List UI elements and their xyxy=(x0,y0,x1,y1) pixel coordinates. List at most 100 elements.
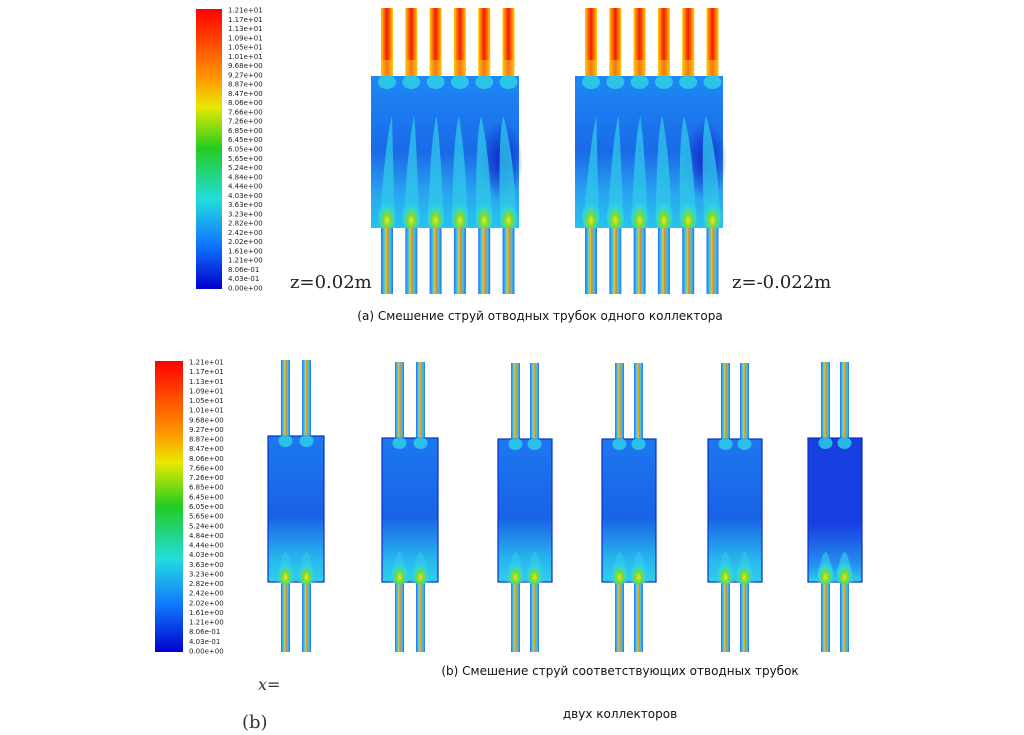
inlet-tube xyxy=(634,363,643,441)
colorbar-b-tick-label: 1.05e+01 xyxy=(189,397,224,405)
inlet-jet xyxy=(527,438,542,450)
jet-core xyxy=(402,198,421,230)
header-b-3 xyxy=(497,363,553,652)
colorbar-b-tick-label: 7.66e+00 xyxy=(189,465,224,473)
inlet-jet xyxy=(450,75,469,89)
colorbar-b-tick-label: 4.03e+00 xyxy=(189,551,224,559)
colorbar-a-tick-label: 3.23e+00 xyxy=(228,210,263,218)
panel-b-stray-x: x= xyxy=(258,675,280,694)
colorbar-a-tick-label: 4.44e+00 xyxy=(228,183,263,191)
outlet-tube xyxy=(302,582,311,652)
inlet-tube-tip xyxy=(429,60,442,78)
colorbar-b-tick-label: 6.85e+00 xyxy=(189,484,224,492)
inlet-jet xyxy=(606,75,625,89)
header-b-4 xyxy=(601,363,657,652)
colorbar-b-tick-label: 6.05e+00 xyxy=(189,503,224,511)
panel-b-caption-line2: двух коллекторов xyxy=(563,707,677,721)
colorbar-b-tick-label: 5.24e+00 xyxy=(189,522,224,530)
outlet-tube xyxy=(511,582,520,652)
colorbar-a-tick-label: 9.68e+00 xyxy=(228,62,263,70)
outlet-tube xyxy=(453,228,466,294)
jet-core xyxy=(717,559,734,585)
jet-core xyxy=(526,559,543,585)
colorbar-b-tick-label: 9.68e+00 xyxy=(189,416,224,424)
colorbar-b-tick-label: 1.13e+01 xyxy=(189,378,224,386)
outlet-tube xyxy=(706,228,719,294)
collector-box xyxy=(707,438,763,583)
colorbar-b-tick-label: 9.27e+00 xyxy=(189,426,224,434)
inlet-jet xyxy=(612,438,627,450)
jet-core xyxy=(475,198,494,230)
inlet-tube xyxy=(821,362,830,440)
colorbar-a-tick-label: 5.24e+00 xyxy=(228,164,263,172)
inlet-jet xyxy=(499,75,518,89)
colorbar-b-tick-label: 4.84e+00 xyxy=(189,532,224,540)
colorbar-a-tick-label: 2.02e+00 xyxy=(228,238,263,246)
outlet-tube xyxy=(395,582,404,652)
outlet-tube xyxy=(416,582,425,652)
colorbar-a-tick-label: 4.03e-01 xyxy=(228,275,259,283)
colorbar-a-tick-label: 1.21e+01 xyxy=(228,7,263,15)
jet-core xyxy=(736,559,753,585)
colorbar-b-tick-label: 8.87e+00 xyxy=(189,436,224,444)
colorbar-b-tick-label: 1.21e+01 xyxy=(189,359,224,367)
inlet-tube-tip xyxy=(657,60,670,78)
colorbar-b-tick-label: 1.17e+01 xyxy=(189,368,224,376)
outlet-tube xyxy=(634,582,643,652)
inlet-jet xyxy=(818,437,833,449)
inlet-jet xyxy=(631,438,646,450)
colorbar-a-tick-label: 1.61e+00 xyxy=(228,247,263,255)
header-b-2 xyxy=(381,362,439,652)
colorbar-a-tick-label: 1.13e+01 xyxy=(228,25,263,33)
inlet-jet xyxy=(278,435,293,447)
inlet-jet xyxy=(703,75,722,89)
inlet-tube-tip xyxy=(682,60,695,78)
header-b-5 xyxy=(707,363,763,652)
inlet-tube xyxy=(721,363,730,441)
collector-box xyxy=(601,438,657,583)
inlet-jet xyxy=(654,75,673,89)
inlet-tube xyxy=(530,363,539,441)
colorbar-a-tick-label: 7.66e+00 xyxy=(228,108,263,116)
colorbar-b-tick-label: 1.01e+01 xyxy=(189,407,224,415)
colorbar-b-tick-label: 7.26e+00 xyxy=(189,474,224,482)
colorbar-b: 1.21e+011.17e+01 1.13e+011.09e+01 1.05e+01… xyxy=(155,359,224,656)
colorbar-a-tick-label: 1.05e+01 xyxy=(228,44,263,52)
inlet-jet xyxy=(378,75,396,89)
inlet-jet xyxy=(299,435,314,447)
colorbar-b-tick-label: 6.45e+00 xyxy=(189,493,224,501)
outlet-tube xyxy=(633,228,646,294)
colorbar-b-tick-label: 4.03e-01 xyxy=(189,638,220,646)
jet-core xyxy=(582,198,600,230)
jet-core xyxy=(499,198,518,230)
jet-core xyxy=(507,559,524,585)
colorbar-a-tick-label: 4.84e+00 xyxy=(228,173,263,181)
outlet-tube xyxy=(478,228,491,294)
panel-a-right-label: z=-0.022m xyxy=(732,272,831,293)
colorbar-a-tick-label: 6.45e+00 xyxy=(228,136,263,144)
inlet-jet xyxy=(718,438,733,450)
inlet-tube xyxy=(840,362,849,440)
inlet-jet xyxy=(737,438,752,450)
inlet-tube xyxy=(615,363,624,441)
inlet-tube xyxy=(395,362,404,440)
collector-box xyxy=(807,437,863,583)
outlet-tube xyxy=(740,582,749,652)
inlet-tube-tip xyxy=(381,60,393,78)
colorbar-a-tick-label: 3.63e+00 xyxy=(228,201,263,209)
jet-core xyxy=(630,559,647,585)
inlet-jet xyxy=(630,75,649,89)
colorbar-a-tick-label: 8.47e+00 xyxy=(228,90,263,98)
colorbar-b-tick-label: 1.09e+01 xyxy=(189,387,224,395)
colorbar-a-tick-label: 5.65e+00 xyxy=(228,155,263,163)
inlet-jet xyxy=(679,75,698,89)
inlet-jet xyxy=(582,75,600,89)
colorbar-b-tick-label: 2.42e+00 xyxy=(189,590,224,598)
inlet-jet xyxy=(426,75,445,89)
colorbar-a: 1.21e+011.17e+011.13e+011.09e+01 1.05e+01… xyxy=(196,7,263,293)
colorbar-a-tick-label: 4.03e+00 xyxy=(228,192,263,200)
inlet-jet xyxy=(392,437,407,449)
colorbar-b-tick-label: 0.00e+00 xyxy=(189,648,224,656)
colorbar-a-gradient xyxy=(196,9,222,289)
